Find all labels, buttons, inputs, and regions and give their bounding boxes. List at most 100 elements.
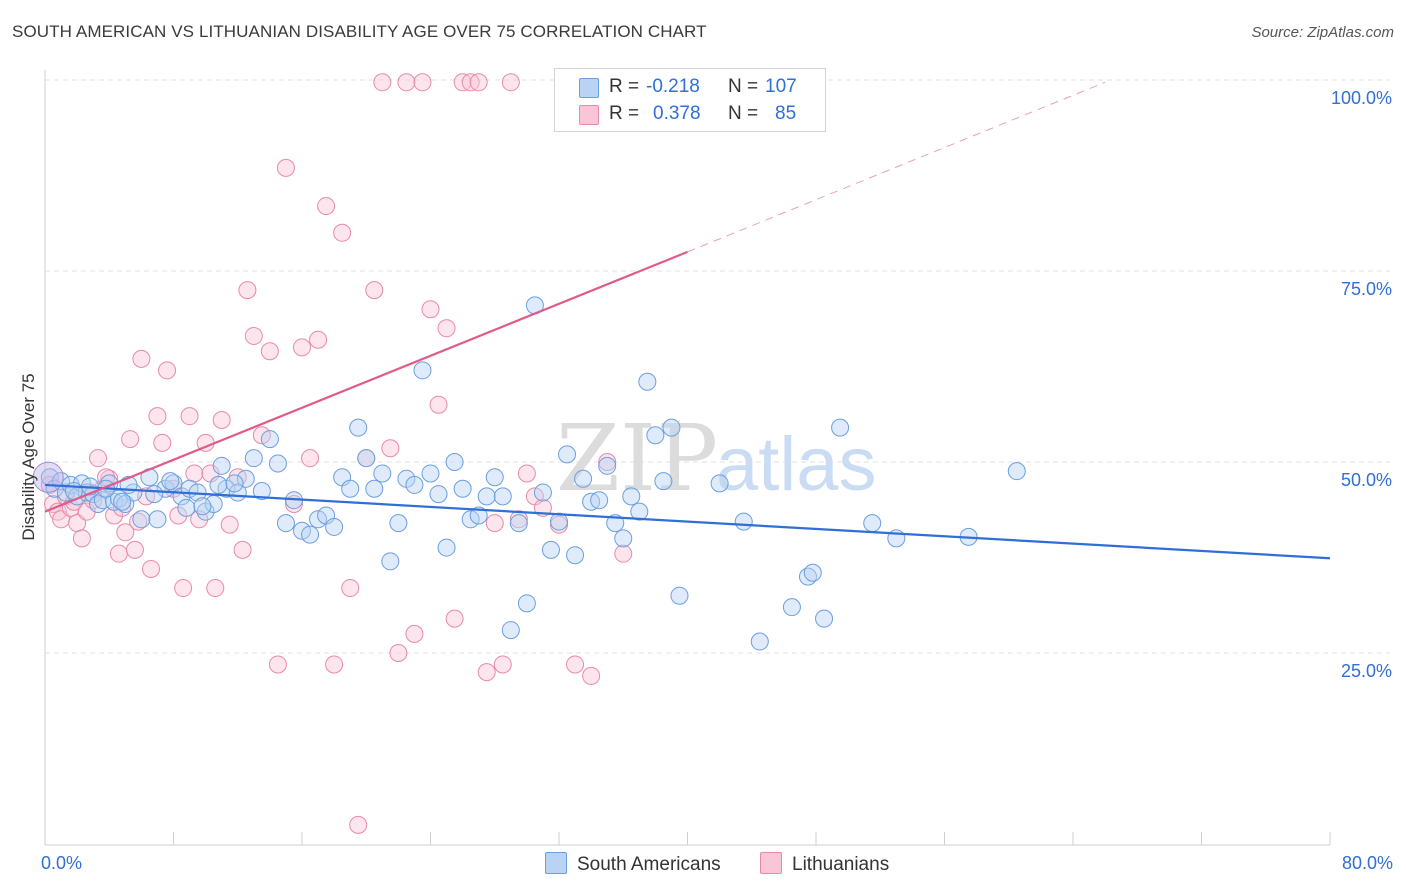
point-lithuanians	[501, 73, 520, 92]
point-south-americans	[177, 498, 196, 517]
trend-line-lithuanians-extension	[687, 81, 1106, 253]
point-south-americans	[252, 482, 271, 501]
point-south-americans	[325, 517, 344, 536]
legend-r-label: R =	[609, 76, 640, 97]
y-axis-label: Disability Age Over 75	[19, 373, 38, 540]
legend-n-label: N =	[728, 103, 759, 124]
trend-line-lithuanians	[44, 250, 688, 513]
watermark-zip: ZIP	[556, 405, 718, 512]
point-south-americans	[493, 487, 512, 506]
point-lithuanians	[598, 453, 617, 471]
point-south-americans	[558, 445, 577, 464]
legend-n-value: 85	[775, 103, 797, 124]
point-south-americans	[782, 598, 801, 617]
x-tick-label: 80.0%	[1342, 853, 1393, 873]
point-lithuanians	[445, 609, 464, 628]
point-south-americans	[606, 514, 625, 533]
point-lithuanians	[429, 395, 448, 414]
trend-lines	[44, 81, 1331, 560]
point-south-americans	[517, 594, 536, 613]
point-lithuanians	[437, 319, 456, 338]
source-label: Source: ZipAtlas.com	[1251, 24, 1394, 41]
legend-swatch-pink	[579, 105, 599, 125]
point-lithuanians	[260, 342, 279, 361]
point-lithuanians	[121, 430, 140, 449]
point-south-americans	[445, 453, 464, 471]
point-lithuanians	[125, 540, 144, 559]
x-tick-label: 0.0%	[41, 853, 82, 873]
point-south-americans	[501, 621, 520, 640]
point-south-americans	[341, 479, 360, 498]
point-lithuanians	[276, 158, 295, 177]
data-points	[32, 73, 1026, 834]
point-lithuanians	[349, 815, 368, 834]
point-south-americans	[541, 540, 560, 559]
point-lithuanians	[238, 281, 257, 300]
point-south-americans	[93, 491, 112, 510]
point-south-americans	[533, 483, 552, 502]
point-lithuanians	[493, 655, 512, 674]
point-south-americans	[357, 449, 376, 468]
point-south-americans	[225, 474, 244, 493]
bottom-legend-swatch-pink	[760, 852, 782, 874]
point-south-americans	[212, 456, 231, 475]
y-tick-label: 75.0%	[1341, 279, 1392, 299]
point-south-americans	[863, 514, 882, 533]
point-south-americans	[132, 510, 151, 529]
point-lithuanians	[174, 579, 193, 598]
point-south-americans	[453, 479, 472, 498]
point-lithuanians	[148, 407, 167, 426]
point-south-americans	[113, 492, 132, 511]
point-south-americans	[260, 430, 279, 449]
point-south-americans	[193, 497, 212, 516]
point-lithuanians	[132, 349, 151, 368]
point-south-americans	[209, 475, 228, 494]
point-lithuanians	[233, 540, 252, 559]
point-south-americans	[429, 485, 448, 504]
point-lithuanians	[180, 407, 199, 426]
y-tick-label: 50.0%	[1341, 470, 1392, 490]
point-south-americans	[590, 491, 609, 510]
point-south-americans	[509, 514, 528, 533]
point-lithuanians	[142, 559, 161, 578]
point-lithuanians	[301, 449, 320, 468]
bottom-legend-label: South Americans	[577, 854, 721, 875]
axes	[44, 70, 1331, 846]
point-lithuanians	[212, 410, 231, 429]
point-south-americans	[161, 472, 180, 491]
point-south-americans	[550, 512, 568, 531]
point-south-americans	[574, 469, 593, 488]
gridlines	[45, 79, 1390, 654]
watermark: ZIP atlas	[556, 405, 877, 512]
point-lithuanians	[325, 655, 344, 674]
trend-line-south-americans	[44, 483, 1331, 560]
point-south-americans	[244, 449, 263, 468]
point-south-americans	[405, 475, 424, 494]
point-lithuanians	[268, 655, 287, 674]
point-lithuanians	[116, 523, 135, 542]
point-lithuanians	[566, 655, 585, 674]
chart-title: SOUTH AMERICAN VS LITHUANIAN DISABILITY …	[12, 22, 707, 41]
point-south-americans	[638, 372, 657, 391]
point-lithuanians	[469, 73, 488, 92]
point-lithuanians	[389, 644, 408, 662]
point-south-americans	[365, 479, 384, 498]
point-lithuanians	[341, 579, 360, 598]
point-lithuanians	[477, 663, 496, 682]
point-lithuanians	[293, 338, 311, 357]
y-tick-label: 100.0%	[1331, 88, 1392, 108]
point-south-americans	[373, 464, 392, 483]
point-south-americans	[831, 418, 850, 437]
point-lithuanians	[582, 666, 601, 685]
point-south-americans	[268, 454, 287, 473]
point-south-americans	[670, 586, 689, 605]
legend-n-value: 107	[765, 76, 797, 97]
point-lithuanians	[365, 281, 384, 300]
point-lithuanians	[333, 223, 352, 242]
point-lithuanians	[614, 544, 633, 563]
point-south-americans	[614, 529, 633, 548]
point-lithuanians	[129, 512, 148, 531]
point-south-americans	[1007, 462, 1026, 481]
y-tick-label: 25.0%	[1341, 661, 1392, 681]
legend-r-value: 0.378	[653, 103, 701, 124]
